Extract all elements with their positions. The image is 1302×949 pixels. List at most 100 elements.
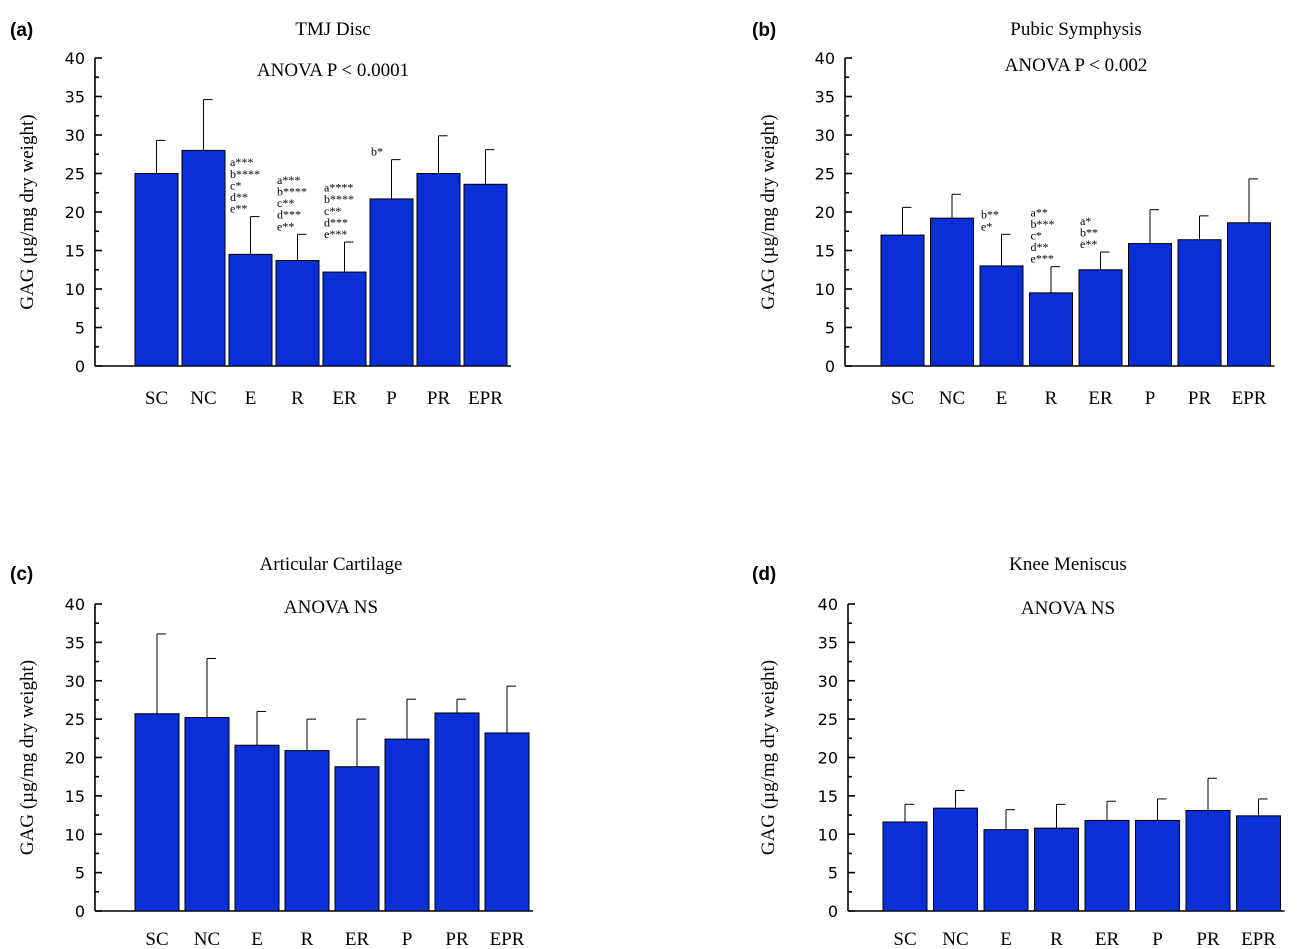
bar-pr xyxy=(434,712,480,912)
y-tick-label: 25 xyxy=(818,710,838,729)
chart-subtitle: ANOVA P < 0.0001 xyxy=(257,60,409,81)
y-tick-label: 25 xyxy=(65,710,85,729)
x-tick-label: ER xyxy=(345,929,370,949)
x-tick-label: EPR xyxy=(468,388,503,409)
bar-pr xyxy=(1185,809,1231,912)
bar-sc xyxy=(134,713,180,912)
y-tick-label: 40 xyxy=(818,595,838,614)
x-tick-label: NC xyxy=(939,388,965,409)
y-tick-label: 5 xyxy=(75,864,85,883)
x-tick-label: SC xyxy=(893,929,916,949)
y-tick-label: 30 xyxy=(815,126,835,145)
y-axis-label: GAG (µg/mg dry weight) xyxy=(17,114,38,309)
y-tick-label: 40 xyxy=(65,49,85,68)
significance-annotation: b**** xyxy=(277,185,307,199)
bar-sc xyxy=(880,234,925,367)
significance-annotation: d** xyxy=(230,190,248,204)
significance-annotation: e** xyxy=(277,219,294,233)
y-tick-label: 20 xyxy=(65,203,85,222)
significance-annotation: e** xyxy=(1080,237,1097,251)
x-tick-label: SC xyxy=(891,388,914,409)
x-tick-label: EPR xyxy=(1232,388,1267,409)
y-tick-label: 20 xyxy=(65,749,85,768)
x-tick-label: R xyxy=(1045,388,1058,409)
x-tick-label: EPR xyxy=(490,929,525,949)
significance-annotation: d*** xyxy=(324,215,348,229)
bar-nc xyxy=(181,149,226,367)
y-tick-label: 5 xyxy=(75,319,85,338)
x-tick-label: E xyxy=(1000,929,1012,949)
bar-er xyxy=(322,271,367,367)
chart-title: TMJ Disc xyxy=(295,19,370,40)
x-tick-label: ER xyxy=(332,388,357,409)
significance-annotation: b** xyxy=(981,208,999,222)
x-tick-label: NC xyxy=(942,929,968,949)
chart-title: Articular Cartilage xyxy=(260,554,403,575)
x-tick-label: R xyxy=(291,388,304,409)
y-tick-label: 10 xyxy=(815,280,835,299)
x-tick-label: R xyxy=(1050,929,1063,949)
significance-annotation: e** xyxy=(230,202,247,216)
significance-annotation: b*** xyxy=(1031,217,1055,231)
chart-title: Pubic Symphysis xyxy=(1010,19,1141,40)
significance-annotation: d** xyxy=(1031,240,1049,254)
y-axis-label: GAG (µg/mg dry weight) xyxy=(758,660,779,855)
bar-epr xyxy=(1227,222,1271,367)
panel-label: (d) xyxy=(752,564,776,585)
x-tick-label: E xyxy=(245,388,257,409)
chart-panel-c: (c) Articular Cartilage ANOVA NS GAG (µg/mg… xyxy=(10,554,533,949)
y-tick-label: 0 xyxy=(828,902,838,921)
y-tick-label: 10 xyxy=(65,280,85,299)
chart-panel-a: (a) TMJ Disc ANOVA P < 0.0001 GAG (µg/mg dr… xyxy=(10,19,511,409)
bar-epr xyxy=(463,183,508,367)
y-tick-label: 15 xyxy=(815,242,835,261)
y-tick-label: 30 xyxy=(65,126,85,145)
x-tick-label: PR xyxy=(1188,388,1212,409)
x-tick-label: E xyxy=(996,388,1008,409)
x-tick-label: P xyxy=(402,929,413,949)
x-tick-label: PR xyxy=(1196,929,1220,949)
x-tick-label: EPR xyxy=(1241,929,1276,949)
bar-nc xyxy=(933,807,978,912)
bar-er xyxy=(1078,269,1123,367)
bar-pr xyxy=(1177,239,1222,367)
y-tick-label: 5 xyxy=(825,319,835,338)
y-tick-label: 35 xyxy=(818,633,838,652)
y-tick-label: 15 xyxy=(818,787,838,806)
bar-p xyxy=(1135,819,1180,912)
y-tick-label: 5 xyxy=(828,864,838,883)
y-tick-label: 40 xyxy=(815,49,835,68)
bar-er xyxy=(334,766,380,912)
y-tick-label: 25 xyxy=(815,165,835,184)
significance-annotation: e* xyxy=(981,219,992,233)
x-tick-label: SC xyxy=(145,929,168,949)
chart-subtitle: ANOVA P < 0.002 xyxy=(1005,55,1148,76)
significance-annotation: a** xyxy=(1031,205,1048,219)
bar-e xyxy=(983,829,1029,912)
significance-annotation: e*** xyxy=(1031,252,1054,266)
y-tick-label: 35 xyxy=(65,633,85,652)
significance-annotation: b* xyxy=(371,145,383,159)
significance-annotation: a* xyxy=(1080,214,1091,228)
y-axis-label: GAG (µg/mg dry weight) xyxy=(758,114,779,309)
significance-annotation: c** xyxy=(324,204,341,218)
chart-panel-d: (d) Knee Meniscus ANOVA NS GAG (µg/mg dry w… xyxy=(752,554,1285,949)
x-tick-label: PR xyxy=(427,388,451,409)
bar-nc xyxy=(184,717,230,912)
x-tick-label: R xyxy=(301,929,314,949)
significance-annotation: c* xyxy=(1031,228,1042,242)
x-tick-label: P xyxy=(386,388,397,409)
y-tick-label: 10 xyxy=(818,825,838,844)
y-tick-label: 0 xyxy=(825,357,835,376)
y-tick-label: 15 xyxy=(65,787,85,806)
y-tick-label: 30 xyxy=(65,672,85,691)
y-tick-label: 40 xyxy=(65,595,85,614)
x-tick-label: P xyxy=(1145,388,1156,409)
x-tick-label: NC xyxy=(194,929,220,949)
y-axis-label: GAG (µg/mg dry weight) xyxy=(17,660,38,855)
chart-title: Knee Meniscus xyxy=(1009,554,1127,575)
y-tick-label: 20 xyxy=(818,749,838,768)
y-tick-label: 15 xyxy=(65,242,85,261)
significance-annotation: a*** xyxy=(230,155,253,169)
